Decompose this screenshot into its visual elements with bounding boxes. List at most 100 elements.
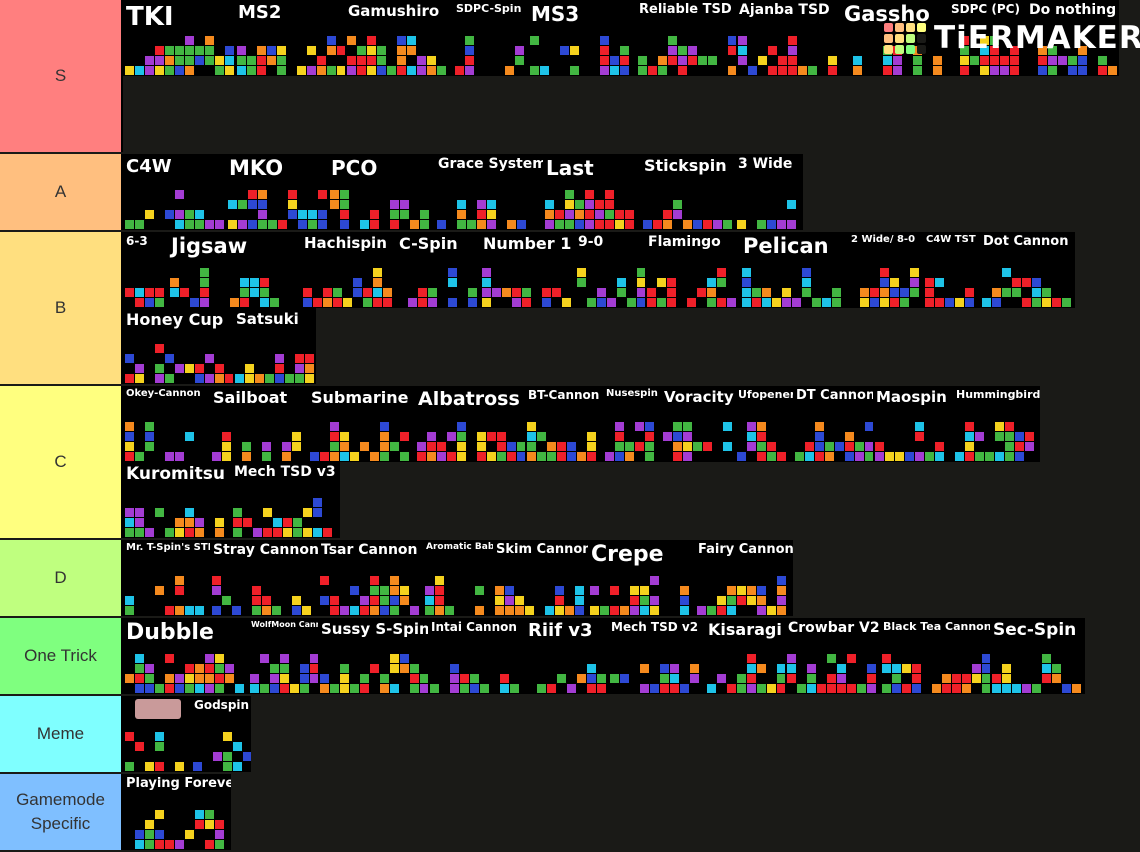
block-cell	[669, 683, 680, 694]
block-cell	[746, 585, 757, 596]
block-cell	[776, 219, 787, 230]
block-cell	[249, 673, 260, 684]
block-cell	[359, 441, 370, 452]
block-cell	[389, 209, 400, 220]
item-tile: C4W TST	[923, 232, 980, 308]
block-cell	[221, 595, 232, 606]
tier-items: Godspin	[123, 696, 1138, 772]
block-cell	[154, 297, 165, 308]
block-cell	[389, 663, 400, 674]
block-cell	[332, 297, 343, 308]
block-cell	[747, 65, 758, 76]
tier-items: 6-3 Jigsaw Hachispin C-Spin Number 1 9-0 Flami…	[123, 232, 1138, 384]
block-cell	[1097, 65, 1108, 76]
block-cell	[969, 55, 980, 66]
block-cell	[224, 45, 235, 56]
block-cell	[256, 45, 267, 56]
block-cell	[134, 363, 145, 374]
block-cell	[134, 527, 145, 538]
block-cell	[379, 451, 390, 462]
item-name: MKO	[229, 156, 284, 180]
block-cell	[174, 65, 185, 76]
block-cell	[174, 189, 185, 200]
item-tile: Submarine	[308, 386, 415, 462]
block-cell	[1047, 55, 1058, 66]
block-cell	[682, 421, 693, 432]
block-cell	[514, 605, 525, 616]
block-cell	[194, 683, 205, 694]
block-cell	[154, 761, 165, 772]
block-cell	[751, 297, 762, 308]
block-cell	[174, 219, 185, 230]
block-cell	[854, 441, 865, 452]
block-cell	[994, 431, 1005, 442]
block-cell	[154, 287, 165, 298]
item-tile: Dubble	[123, 618, 248, 694]
block-cell	[204, 45, 215, 56]
block-cell	[134, 507, 145, 518]
block-cell	[682, 219, 693, 230]
block-cell	[652, 219, 663, 230]
block-cell	[596, 297, 607, 308]
block-cell	[836, 663, 847, 674]
block-cell	[174, 517, 185, 528]
item-tile: Mech TSD v2	[608, 618, 705, 694]
block-cell	[134, 741, 145, 752]
block-cell	[586, 683, 597, 694]
block-cell	[814, 451, 825, 462]
block-cell	[1021, 277, 1032, 288]
item-tile: MS2	[235, 0, 345, 76]
block-cell	[299, 663, 310, 674]
block-cell	[751, 287, 762, 298]
block-cell	[466, 219, 477, 230]
block-cell	[184, 431, 195, 442]
block-cell	[164, 605, 175, 616]
block-cell	[1037, 55, 1048, 66]
block-cell	[767, 65, 778, 76]
item-name: MS3	[531, 2, 580, 26]
block-cell	[556, 441, 567, 452]
block-cell	[479, 683, 490, 694]
block-cell	[469, 683, 480, 694]
block-cell	[301, 605, 312, 616]
block-cell	[777, 55, 788, 66]
block-cell	[506, 219, 517, 230]
block-cell	[189, 297, 200, 308]
item-tile: Kisaragi	[705, 618, 785, 694]
block-cell	[251, 585, 262, 596]
block-cell	[776, 585, 787, 596]
block-cell	[416, 55, 427, 66]
block-cell	[964, 287, 975, 298]
block-cell	[954, 451, 965, 462]
block-cell	[261, 605, 272, 616]
block-cell	[584, 219, 595, 230]
block-cell	[614, 431, 625, 442]
block-cell	[726, 683, 737, 694]
block-cell	[909, 287, 920, 298]
block-cell	[879, 267, 890, 278]
block-cell	[756, 219, 767, 230]
block-cell	[269, 297, 280, 308]
block-cell	[866, 683, 877, 694]
block-cell	[1061, 297, 1072, 308]
block-cell	[456, 441, 467, 452]
block-cell	[594, 199, 605, 210]
item-name: Mech TSD v2	[611, 620, 699, 634]
block-cell	[464, 35, 475, 46]
block-cell	[229, 297, 240, 308]
block-cell	[521, 297, 532, 308]
block-cell	[846, 653, 857, 664]
block-cell	[124, 517, 135, 528]
block-cell	[639, 585, 650, 596]
block-cell	[574, 595, 585, 606]
block-cell	[766, 683, 777, 694]
item-name: SDPC (PC)	[951, 2, 1020, 16]
block-cell	[604, 451, 615, 462]
block-cell	[526, 431, 537, 442]
block-cell	[184, 673, 195, 684]
block-cell	[349, 585, 360, 596]
block-cell	[924, 451, 935, 462]
block-cell	[564, 189, 575, 200]
block-cell	[307, 209, 318, 220]
block-cell	[626, 297, 637, 308]
